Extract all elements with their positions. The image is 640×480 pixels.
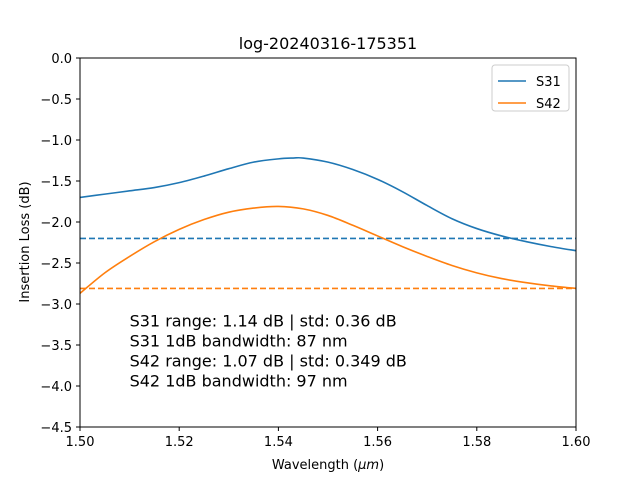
legend-label-s42: S42 [536, 97, 561, 112]
x-axis-label-unit: μm [357, 458, 379, 473]
y-tick-label: −1.0 [40, 134, 72, 149]
y-tick-label: −2.5 [40, 257, 72, 272]
plot-frame [79, 57, 577, 428]
annotation-line: S42 range: 1.07 dB | std: 0.349 dB [130, 351, 407, 370]
y-tick-label: −0.5 [40, 93, 72, 108]
x-axis: 1.50 1.52 1.54 1.56 1.58 1.60 [66, 427, 591, 450]
y-tick-label: −3.5 [40, 339, 72, 354]
x-axis-label-close: ) [379, 458, 384, 473]
y-tick-label: 0.0 [51, 52, 72, 67]
series-line-s31 [80, 156, 576, 252]
y-tick-label: −4.0 [40, 380, 72, 395]
legend-label-s31: S31 [536, 75, 561, 90]
y-axis-label: Insertion Loss (dB) [18, 181, 33, 302]
chart-title: log-20240316-175351 [239, 34, 417, 53]
y-axis: 0.0 −0.5 −1.0 −1.5 −2.0 −2.5 −3.0 −3.5 −4.0 −4.5 [40, 52, 80, 436]
x-axis-label: Wavelength (μm) [272, 458, 384, 473]
y-tick-label: −4.5 [40, 421, 72, 436]
y-tick-label: −3.0 [40, 298, 72, 313]
annotation-line: S42 1dB bandwidth: 97 nm [130, 371, 348, 390]
x-tick-label: 1.60 [562, 435, 591, 450]
annotation-line: S31 1dB bandwidth: 87 nm [130, 331, 348, 350]
annotation-line: S31 range: 1.14 dB | std: 0.36 dB [130, 311, 397, 330]
x-tick-label: 1.54 [264, 435, 293, 450]
y-tick-label: −2.0 [40, 216, 72, 231]
y-tick-label: −1.5 [40, 175, 72, 190]
plot-area [80, 156, 576, 294]
x-tick-label: 1.58 [462, 435, 491, 450]
x-tick-label: 1.50 [66, 435, 95, 450]
x-tick-label: 1.52 [165, 435, 194, 450]
series-line-s42 [80, 205, 576, 294]
x-tick-label: 1.56 [363, 435, 392, 450]
legend-box [491, 64, 570, 112]
x-axis-label-text: Wavelength ( [272, 458, 358, 473]
